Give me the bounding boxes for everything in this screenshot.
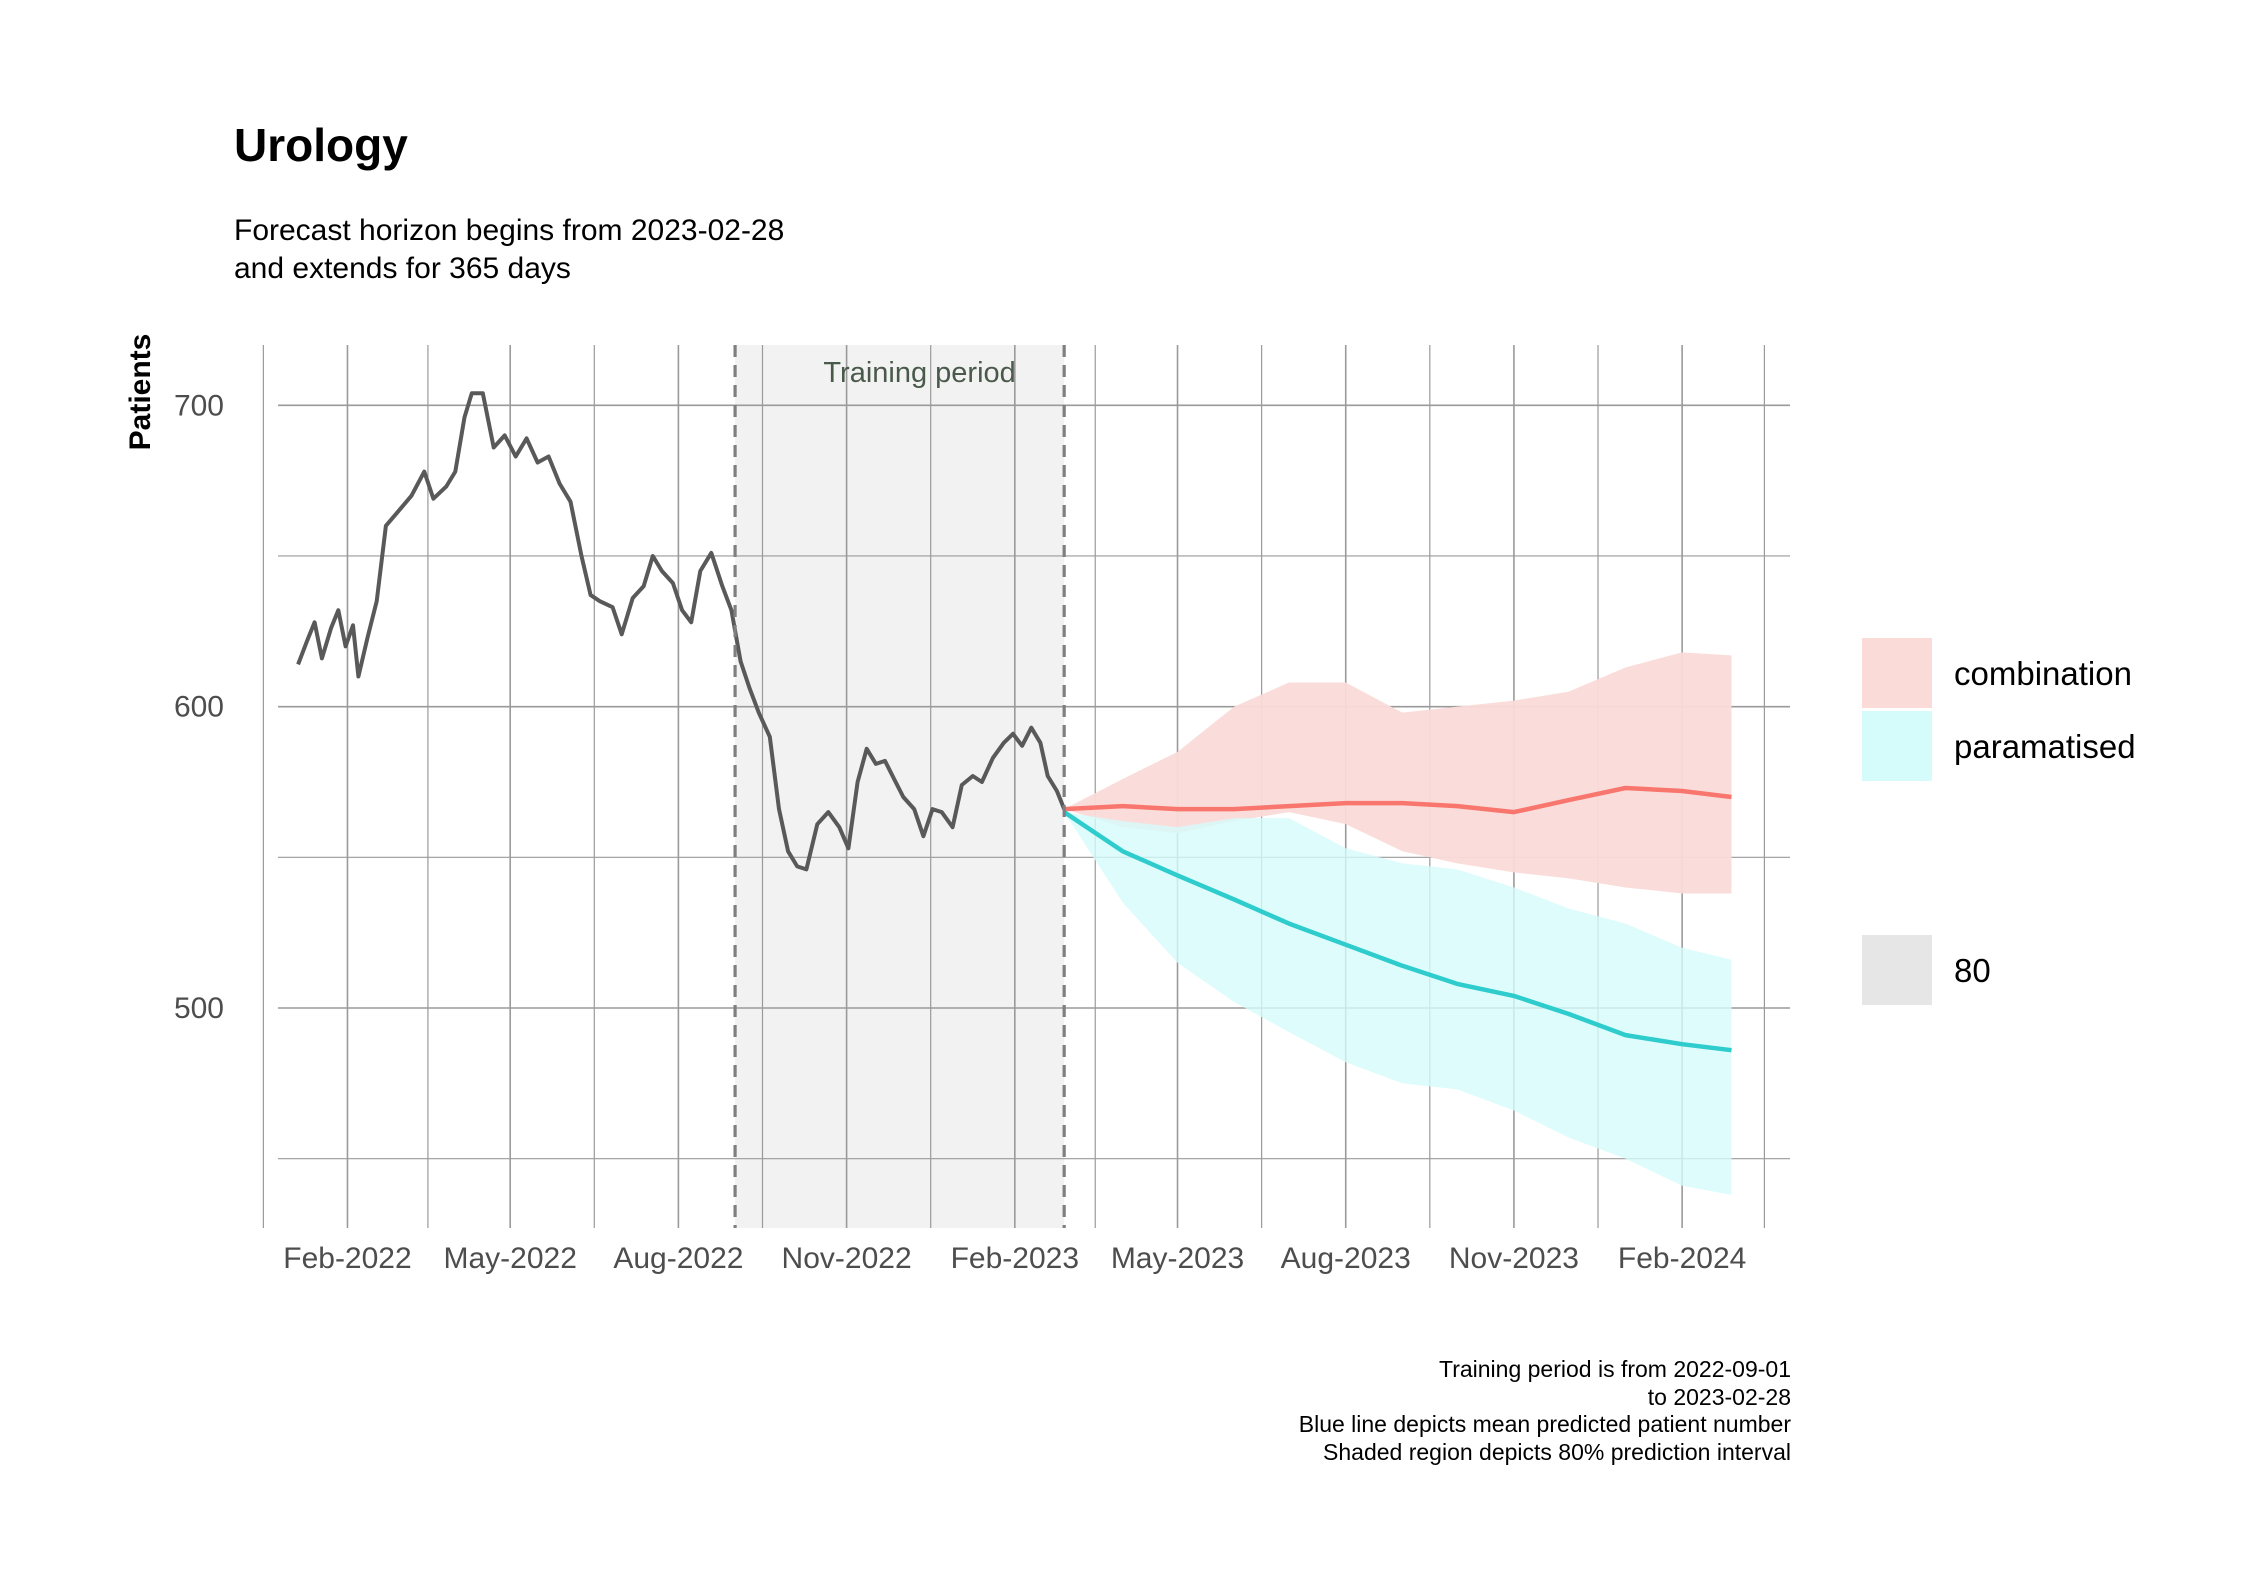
legend: combination paramatised 80 — [1862, 638, 2136, 1005]
subtitle-line-2: and extends for 365 days — [234, 252, 571, 285]
legend-label-combination: combination — [1954, 655, 2132, 692]
y-tick-label: 500 — [174, 992, 224, 1025]
x-tick-label: Nov-2023 — [1449, 1242, 1579, 1275]
chart-subtitle: Forecast horizon begins from 2023-02-28 … — [234, 212, 784, 288]
legend-key-combination — [1862, 638, 1932, 708]
y-tick-label: 600 — [174, 691, 224, 724]
x-tick-label: Feb-2022 — [283, 1242, 411, 1275]
subtitle-line-1: Forecast horizon begins from 2023-02-28 — [234, 214, 785, 247]
caption-line-4: Shaded region depicts 80% prediction int… — [1323, 1438, 1791, 1465]
x-tick-label: Feb-2024 — [1618, 1242, 1746, 1275]
y-tick-label: 700 — [174, 389, 224, 422]
caption-line-3: Blue line depicts mean predicted patient… — [1298, 1411, 1791, 1437]
legend-label-level: 80 — [1954, 952, 1991, 989]
x-tick-label: Nov-2022 — [782, 1242, 912, 1275]
x-tick-label: May-2023 — [1111, 1242, 1244, 1275]
y-axis-title: Patients — [124, 334, 157, 451]
legend-label-paramatised: paramatised — [1954, 728, 2136, 765]
caption-line-2: to 2023-02-28 — [1647, 1383, 1791, 1410]
prediction-band-paramatised — [1064, 812, 1732, 1195]
caption-line-1: Training period is from 2022-09-01 — [1439, 1356, 1791, 1382]
chart-title: Urology — [234, 119, 408, 171]
forecast-mean-line-combination — [1064, 785, 1732, 815]
x-tick-label: Aug-2023 — [1281, 1242, 1411, 1275]
chart-caption: Training period is from 2022-09-01 to 20… — [1299, 1356, 1791, 1466]
x-tick-label: Feb-2023 — [951, 1242, 1079, 1275]
forecast-mean-line-paramatised — [1062, 810, 1732, 1053]
x-tick-label: Aug-2022 — [613, 1242, 743, 1275]
observed-patients-line — [296, 391, 1067, 872]
training-period-label: Training period — [823, 357, 1015, 389]
prediction-band-combination — [1064, 652, 1732, 894]
legend-key-level — [1862, 935, 1932, 1005]
legend-key-paramatised — [1862, 711, 1932, 781]
x-tick-label: May-2022 — [443, 1242, 576, 1275]
